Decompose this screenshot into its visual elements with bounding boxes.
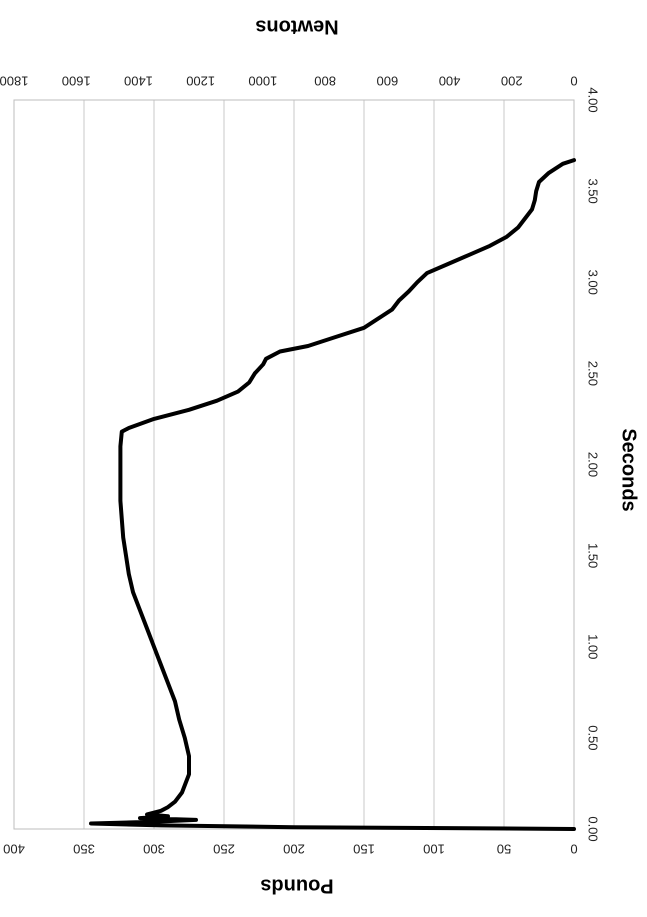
x-tick-labels: 0.00 0.50 1.00 1.50 2.00 2.50 3.00 3.50 4.00 (586, 87, 601, 841)
newtons-tick-label: 1600 (62, 74, 91, 89)
pounds-tick-label: 0 (570, 842, 577, 857)
x-tick-label: 0.00 (586, 816, 601, 841)
pounds-tick-labels: 0 50 100 150 200 250 300 350 400 (3, 842, 577, 857)
x-tick-label: 1.00 (586, 634, 601, 659)
x-tick-label: 1.50 (586, 543, 601, 568)
pounds-tick-label: 300 (143, 842, 165, 857)
x-tick-label: 2.50 (586, 361, 601, 386)
newtons-tick-label: 1400 (124, 74, 153, 89)
chart-grid (13, 100, 575, 829)
pounds-tick-label: 200 (283, 842, 305, 857)
x-tick-label: 2.00 (586, 452, 601, 477)
pounds-tick-label: 400 (3, 842, 25, 857)
pounds-tick-label: 350 (73, 842, 95, 857)
pounds-tick-label: 150 (353, 842, 375, 857)
newtons-tick-labels: 0 200 400 600 800 1000 1200 1400 1600 1800 (0, 74, 578, 89)
newtons-tick-label: 0 (570, 74, 577, 89)
newtons-tick-label: 1200 (186, 74, 215, 89)
pounds-tick-label: 50 (497, 842, 511, 857)
x-tick-label: 3.00 (586, 270, 601, 295)
x-axis-title: Seconds (618, 428, 640, 511)
newtons-axis-title: Newtons (255, 16, 338, 38)
x-tick-label: 4.00 (586, 87, 601, 112)
newtons-tick-label: 1000 (248, 74, 277, 89)
pounds-tick-label: 250 (213, 842, 235, 857)
pounds-tick-label: 100 (423, 842, 445, 857)
newtons-tick-label: 600 (376, 74, 398, 89)
newtons-tick-label: 400 (439, 74, 461, 89)
x-tick-label: 0.50 (586, 725, 601, 750)
newtons-tick-label: 200 (501, 74, 523, 89)
x-tick-label: 3.50 (586, 178, 601, 203)
newtons-tick-label: 1800 (0, 74, 28, 89)
pounds-axis-title: Pounds (260, 875, 333, 897)
newtons-tick-label: 800 (314, 74, 336, 89)
series-line (89, 158, 576, 831)
